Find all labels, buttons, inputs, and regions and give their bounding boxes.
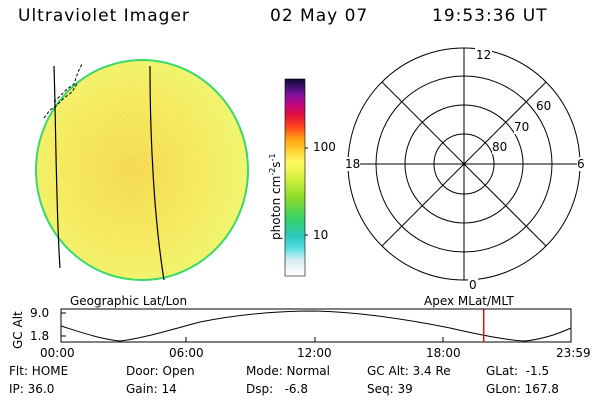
mlt-label-12: 12 — [475, 48, 493, 62]
lat-label-70: 70 — [514, 120, 530, 134]
dashed-contour-1 — [43, 81, 79, 119]
colorbar-tick-100: 100 — [313, 140, 336, 154]
mlt-label-0: 0 — [468, 278, 478, 292]
colorbar — [284, 78, 308, 277]
mode-label: Mode: Normal — [246, 364, 330, 378]
lat-label-80: 80 — [492, 140, 508, 154]
timeline-xtick-1800: 18:00 — [426, 346, 461, 360]
dsp-label: Dsp: -6.8 — [246, 382, 309, 396]
time-label: 19:53:36 UT — [432, 6, 548, 26]
timeline-right-title: Apex MLat/MLT — [424, 294, 514, 308]
app-title: Ultraviolet Imager — [18, 6, 190, 26]
timeline-xtick-2359: 23:59 — [556, 346, 591, 360]
meridian-line-right — [149, 65, 165, 281]
gc-alt-label: GC Alt: 3.4 Re — [367, 364, 451, 378]
polar-grid — [347, 47, 581, 281]
flight-label: Flt: HOME — [9, 364, 69, 378]
timeline-left-title: Geographic Lat/Lon — [70, 294, 188, 308]
glon-label: GLon: 167.8 — [486, 382, 559, 396]
dashed-contour-2 — [53, 63, 83, 103]
uv-image — [35, 59, 249, 281]
colorbar-axis-label: photon cm-2s-1 — [268, 153, 283, 240]
ip-label: IP: 36.0 — [9, 382, 55, 396]
altitude-curve — [60, 310, 572, 342]
disk-noise — [37, 61, 247, 279]
mlt-label-18: 18 — [345, 157, 361, 171]
timeline-xtick-0000: 00:00 — [40, 346, 75, 360]
date-label: 02 May 07 — [270, 6, 369, 26]
mlt-label-6: 6 — [577, 157, 585, 171]
timeline-xtick-1200: 12:00 — [297, 346, 332, 360]
colorbar-tick-10: 10 — [313, 228, 329, 242]
lat-label-60: 60 — [536, 99, 552, 113]
altitude-plot — [60, 308, 572, 343]
timeline-xtick-0600: 06:00 — [169, 346, 204, 360]
timeline-ymin: 1.8 — [30, 329, 50, 343]
door-label: Door: Open — [126, 364, 195, 378]
meridian-line-left — [53, 65, 61, 269]
timeline-ylabel: GC Alt — [11, 311, 25, 349]
timeline-ymax: 9.0 — [30, 306, 50, 320]
glat-label: GLat: -1.5 — [486, 364, 550, 378]
gain-label: Gain: 14 — [126, 382, 177, 396]
seq-label: Seq: 39 — [367, 382, 413, 396]
